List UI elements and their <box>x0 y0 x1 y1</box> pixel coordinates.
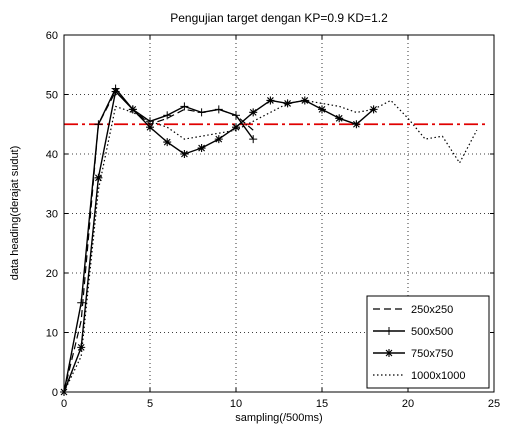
x-tick-label: 15 <box>316 398 328 410</box>
series-point <box>128 105 137 114</box>
series-point <box>232 123 240 132</box>
series-point <box>111 87 120 96</box>
legend-label: 500x500 <box>411 326 453 338</box>
series-point <box>335 114 344 123</box>
series-point <box>283 99 292 108</box>
x-tick-label: 20 <box>402 398 414 410</box>
legend-label: 1000x1000 <box>411 370 465 382</box>
series-line <box>63 87 254 393</box>
legend-label: 750x750 <box>411 348 453 360</box>
series-point <box>385 349 393 357</box>
x-tick-label: 10 <box>230 398 242 410</box>
series-point <box>352 120 361 129</box>
x-tick-label: 5 <box>147 398 153 410</box>
y-tick-label: 60 <box>46 30 58 42</box>
x-axis-label: sampling(/500ms) <box>235 412 322 424</box>
y-tick-label: 30 <box>46 209 58 221</box>
series-group <box>60 84 478 396</box>
series-point <box>369 105 378 114</box>
series-point <box>318 105 326 114</box>
series-point <box>197 144 206 153</box>
y-tick-label: 20 <box>46 268 58 280</box>
series-point <box>163 138 172 147</box>
legend: 250x250 500x500 750x750 1000x1000 <box>366 295 490 389</box>
series-point <box>77 343 86 352</box>
tick-labels: 0 5 10 15 20 25 0 10 20 30 40 50 60 <box>46 30 500 410</box>
y-axis-label: data heading(derajat sudut) <box>9 146 21 281</box>
x-tick-label: 0 <box>61 398 67 410</box>
legend-box <box>366 295 490 389</box>
legend-label: 250x250 <box>411 304 453 316</box>
series-point <box>146 123 154 132</box>
y-tick-label: 10 <box>46 328 58 340</box>
y-tick-label: 0 <box>52 387 58 399</box>
series-point <box>180 150 189 158</box>
series-point <box>266 96 275 105</box>
chart-title: Pengujian target dengan KP=0.9 KD=1.2 <box>170 11 388 25</box>
y-tick-label: 40 <box>46 149 58 161</box>
series-point <box>214 135 223 144</box>
tick-marks <box>63 34 495 393</box>
series-point <box>94 173 103 182</box>
y-tick-label: 50 <box>46 90 58 102</box>
x-tick-label: 25 <box>488 398 500 410</box>
series-point <box>249 108 258 117</box>
